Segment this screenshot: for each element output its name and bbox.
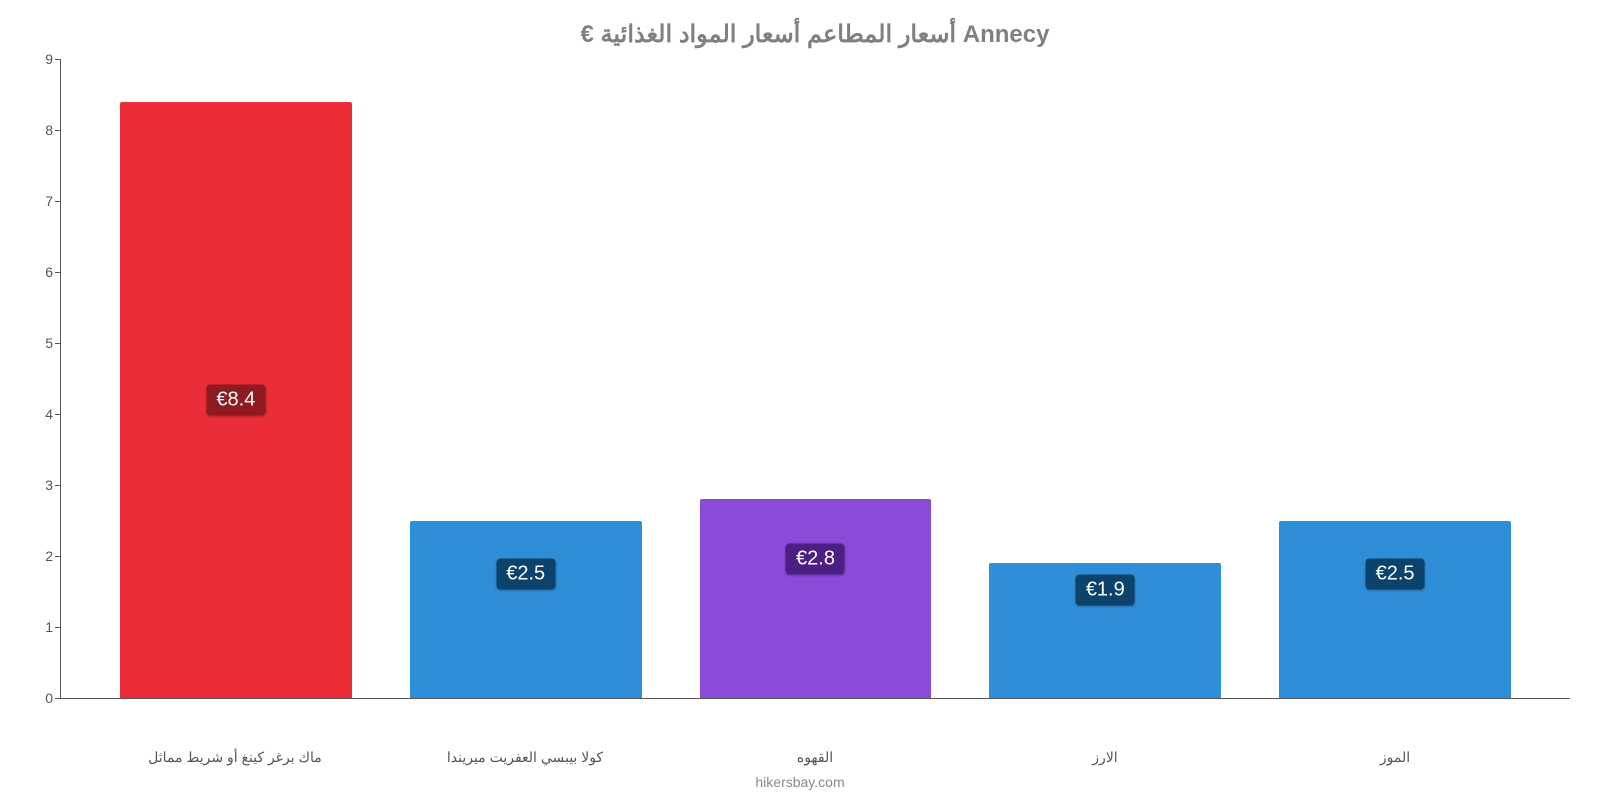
bar: €8.4 [120, 102, 352, 698]
bar: €2.8 [700, 499, 932, 698]
bar-value-label: €2.5 [496, 558, 555, 589]
bar-slot: €2.8 [671, 59, 961, 698]
y-tick-mark [55, 698, 61, 699]
bar-slot: €2.5 [1250, 59, 1540, 698]
chart-title: € أسعار المطاعم أسعار المواد الغذائية An… [60, 20, 1570, 49]
y-tick-mark [55, 201, 61, 202]
x-axis-labels: ماك برغر كينغ أو شريط مماثلكولا بيبسي ال… [60, 749, 1570, 766]
chart-footer: hikersbay.com [0, 774, 1600, 790]
bar-slot: €8.4 [91, 59, 381, 698]
y-tick-mark [55, 59, 61, 60]
x-axis-label: القهوه [670, 749, 960, 766]
bar: €2.5 [410, 521, 642, 699]
y-tick-mark [55, 130, 61, 131]
y-tick-mark [55, 414, 61, 415]
x-axis-label: الموز [1250, 749, 1540, 766]
y-tick-mark [55, 343, 61, 344]
bar-slot: €2.5 [381, 59, 671, 698]
bar-value-label: €2.5 [1366, 558, 1425, 589]
x-axis-label: كولا بيبسي العفريت ميريندا [380, 749, 670, 766]
bar: €1.9 [989, 563, 1221, 698]
y-tick-mark [55, 272, 61, 273]
bar-slot: €1.9 [960, 59, 1250, 698]
y-tick-mark [55, 485, 61, 486]
bar-value-label: €1.9 [1076, 575, 1135, 606]
y-tick-mark [55, 627, 61, 628]
bar: €2.5 [1279, 521, 1511, 699]
plot-area: €8.4€2.5€2.8€1.9€2.5 0123456789 [60, 59, 1570, 699]
price-bar-chart: € أسعار المطاعم أسعار المواد الغذائية An… [0, 0, 1600, 800]
bar-value-label: €8.4 [206, 384, 265, 415]
bar-value-label: €2.8 [786, 543, 845, 574]
x-axis-label: ماك برغر كينغ أو شريط مماثل [90, 749, 380, 766]
bars-container: €8.4 €2.5 €2.8 €1.9 €2.5 [61, 59, 1570, 698]
x-axis-label: الارز [960, 749, 1250, 766]
y-tick-mark [55, 556, 61, 557]
